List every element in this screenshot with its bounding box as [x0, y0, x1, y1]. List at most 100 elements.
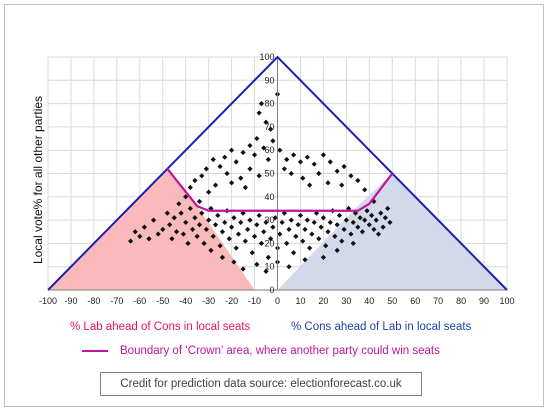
shaded-regions	[48, 168, 507, 290]
boundary-legend: Boundary of ‘Crown’ area, where another …	[82, 343, 440, 359]
data-point	[167, 222, 173, 228]
data-point	[231, 259, 237, 265]
data-point	[284, 240, 290, 246]
x-tick-label: 30	[341, 296, 351, 306]
data-point	[265, 156, 271, 163]
data-point	[265, 254, 271, 260]
data-point	[249, 250, 255, 256]
data-point	[256, 110, 262, 116]
data-point	[206, 189, 212, 195]
data-point	[146, 236, 152, 242]
x-tick-label: 10	[295, 296, 305, 306]
x-tick-label: 20	[318, 296, 328, 306]
data-point	[385, 205, 391, 212]
data-point	[279, 219, 285, 226]
data-point	[327, 219, 333, 226]
data-point	[206, 217, 212, 223]
data-point	[375, 231, 382, 237]
data-point	[238, 175, 244, 181]
lab-ahead-caption: % Lab ahead of Cons in local seats	[70, 321, 251, 333]
data-point	[277, 231, 283, 237]
x-tick-label: -20	[225, 296, 238, 306]
data-point	[371, 226, 377, 233]
y-tick-label: 70	[264, 122, 274, 132]
data-point	[212, 222, 219, 228]
data-point	[387, 219, 393, 226]
data-point	[309, 231, 315, 237]
data-point	[254, 135, 260, 142]
data-point	[189, 226, 196, 233]
data-point	[247, 142, 253, 149]
y-tick-label: 80	[264, 99, 274, 109]
data-point	[217, 243, 223, 249]
x-tick-label: 100	[499, 296, 514, 306]
data-point	[268, 126, 274, 132]
data-point	[307, 245, 313, 251]
data-point	[229, 147, 235, 153]
data-point	[229, 180, 235, 186]
data-point	[231, 215, 237, 221]
data-point	[192, 215, 198, 221]
x-tick-label: -100	[39, 296, 57, 306]
x-tick-label: 90	[479, 296, 489, 306]
data-point	[240, 266, 246, 272]
data-point	[210, 233, 216, 240]
x-tick-label: -80	[87, 296, 100, 306]
data-point	[382, 215, 388, 221]
data-point	[334, 168, 340, 174]
data-point	[226, 236, 232, 242]
y-tick-label: 60	[264, 145, 274, 155]
data-point	[355, 224, 361, 230]
data-point	[350, 219, 356, 226]
data-point	[378, 210, 384, 216]
y-tick-label: 100	[259, 52, 274, 62]
data-point	[355, 177, 361, 184]
data-point	[258, 240, 265, 246]
data-point	[364, 208, 370, 214]
data-point	[180, 231, 187, 237]
data-point	[366, 222, 372, 228]
data-point	[357, 215, 363, 221]
data-point	[238, 219, 244, 226]
data-point	[229, 224, 235, 230]
data-point	[169, 236, 175, 242]
y-axis-label: Local vote% for all other parties	[31, 96, 45, 264]
data-point	[373, 217, 379, 223]
credit-note: Credit for prediction data source: elect…	[100, 372, 422, 396]
data-point	[233, 245, 239, 251]
data-point	[215, 212, 221, 219]
data-point	[254, 222, 260, 228]
x-tick-label: 70	[433, 296, 443, 306]
data-point	[339, 238, 345, 244]
data-point	[245, 226, 251, 233]
x-tick-label: -60	[133, 296, 146, 306]
y-tick-label: 20	[264, 238, 274, 248]
data-point	[339, 182, 345, 188]
data-point	[307, 182, 313, 188]
data-point	[304, 154, 310, 160]
x-tick-label: 60	[410, 296, 420, 306]
data-point	[362, 217, 368, 223]
data-point	[258, 101, 265, 107]
data-point	[261, 145, 267, 151]
data-point	[261, 229, 267, 235]
data-point	[222, 154, 228, 160]
data-point	[270, 138, 276, 144]
data-point	[222, 219, 228, 226]
data-point	[371, 198, 377, 205]
data-point	[341, 163, 347, 170]
data-point	[302, 257, 308, 263]
data-point	[281, 166, 287, 172]
data-point	[325, 229, 331, 235]
data-point	[224, 170, 230, 177]
data-point	[199, 173, 205, 179]
data-point	[320, 215, 326, 221]
x-tick-label: 40	[364, 296, 374, 306]
data-point	[286, 264, 292, 270]
data-point	[316, 170, 322, 177]
data-point	[263, 119, 269, 125]
data-point	[247, 166, 253, 172]
data-point	[327, 159, 333, 165]
data-point	[318, 224, 324, 230]
